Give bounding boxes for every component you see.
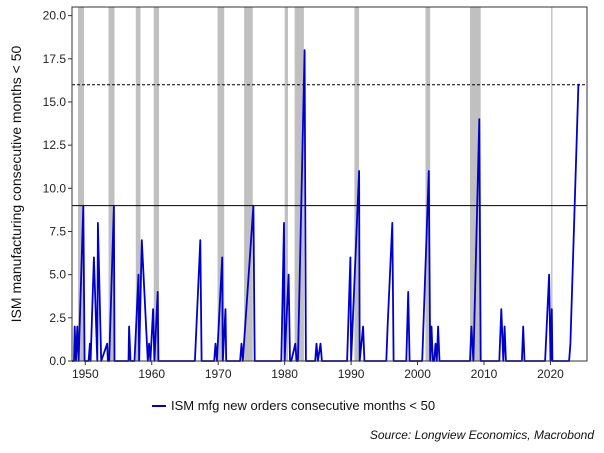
- recession-band-2: [135, 7, 141, 361]
- axis-ticks: 0.0 2.5 5.0 7.5 10.0 12.5 15.0 17.5 20.0 1950 1960…: [43, 9, 564, 381]
- recession-band-0: [77, 7, 84, 361]
- y-axis-title: ISM manufacturing consecutive months < 5…: [8, 45, 24, 322]
- x-tick-label-0: 1950: [72, 367, 99, 381]
- legend: ISM mfg new orders consecutive months < …: [152, 398, 435, 413]
- recession-band-6: [284, 7, 288, 361]
- x-tick-label-4: 1990: [338, 367, 365, 381]
- legend-swatch: [152, 404, 166, 407]
- series-layer: [72, 49, 580, 362]
- y-tick-label-1: 2.5: [49, 311, 66, 325]
- y-tick-label-7: 17.5: [43, 52, 67, 66]
- y-tick-label-2: 5.0: [49, 268, 66, 282]
- x-tick-label-3: 1980: [271, 367, 298, 381]
- recession-band-5: [244, 7, 253, 361]
- x-tick-label-6: 2010: [471, 367, 498, 381]
- recession-band-1: [108, 7, 115, 361]
- x-tick-label-7: 2020: [537, 367, 564, 381]
- y-tick-label-0: 0.0: [49, 354, 66, 368]
- source-note: Source: Longview Economics, Macrobond: [369, 428, 594, 442]
- y-tick-label-5: 12.5: [43, 138, 67, 152]
- y-tick-label-8: 20.0: [43, 9, 67, 23]
- plot-frame: [71, 6, 588, 362]
- recession-band-10: [470, 7, 481, 361]
- x-tick-label-1: 1960: [138, 367, 165, 381]
- recession-band-3: [153, 7, 160, 361]
- reference-lines: [72, 84, 587, 207]
- recession-band-7: [294, 7, 304, 361]
- y-tick-label-4: 10.0: [43, 181, 67, 195]
- recession-band-4: [217, 7, 225, 361]
- recession-band-8: [354, 7, 360, 361]
- legend-label: ISM mfg new orders consecutive months < …: [171, 398, 436, 413]
- x-tick-label-2: 1970: [205, 367, 232, 381]
- x-tick-label-5: 2000: [404, 367, 431, 381]
- y-tick-label-6: 15.0: [43, 95, 67, 109]
- series-line-0: [72, 49, 580, 362]
- recession-band-11: [551, 7, 553, 361]
- y-tick-label-3: 7.5: [49, 224, 66, 238]
